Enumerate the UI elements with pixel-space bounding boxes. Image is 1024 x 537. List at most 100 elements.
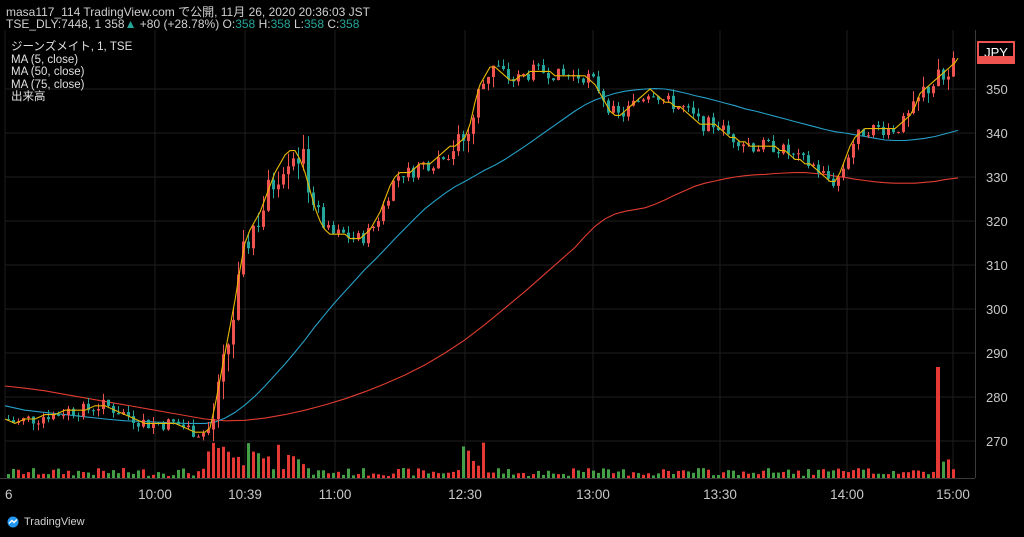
candle-body — [697, 113, 700, 117]
volume-bar — [207, 451, 210, 478]
volume-bar — [527, 475, 530, 478]
candle-body — [627, 105, 630, 117]
ma75-line — [4, 172, 959, 422]
candle-body — [397, 176, 400, 181]
volume-bar — [147, 475, 150, 478]
volume-bar — [677, 470, 680, 478]
candle-body — [497, 65, 500, 67]
legend-volume[interactable]: 出来高 — [11, 91, 46, 103]
candle-body — [652, 96, 655, 98]
price-tick-label: 300 — [986, 302, 1008, 317]
volume-bar — [107, 473, 110, 478]
candle-body — [392, 180, 395, 201]
candle-body — [742, 144, 745, 147]
candle-body — [57, 413, 60, 416]
h-label: H: — [258, 17, 271, 31]
volume-bar — [292, 456, 295, 478]
candle-body — [617, 105, 620, 113]
candle-body — [152, 422, 155, 429]
volume-bar — [462, 446, 465, 478]
candle-body — [872, 124, 875, 136]
volume-bar — [7, 474, 10, 478]
candle-body — [327, 225, 330, 228]
candle-body — [12, 420, 15, 423]
volume-bar — [557, 474, 560, 478]
candle-body — [892, 127, 895, 133]
volume-bar — [457, 470, 460, 478]
volume-bar — [532, 474, 535, 478]
candle-body — [847, 157, 850, 169]
volume-bar — [422, 470, 425, 478]
candle-body — [197, 436, 200, 438]
candle-body — [787, 144, 790, 154]
volume-bar — [137, 470, 140, 478]
volume-bar — [337, 471, 340, 478]
volume-bar — [622, 469, 625, 478]
candle-body — [837, 177, 840, 186]
volume-bar — [42, 473, 45, 478]
candle-body — [307, 148, 310, 193]
volume-bar — [777, 472, 780, 478]
volume-bar — [607, 469, 610, 478]
legend-symbol[interactable]: ジーンズメイト, 1, TSE — [11, 41, 133, 53]
volume-bar — [732, 470, 735, 478]
volume-bar — [637, 473, 640, 478]
volume-spike — [936, 367, 940, 478]
legend-ma75[interactable]: MA (75, close) — [11, 78, 85, 91]
time-axis[interactable]: 6 10:00 10:39 11:00 12:30 13:00 13:30 14:00 15:0… — [5, 487, 970, 502]
volume-bar — [902, 472, 905, 478]
candle-body — [907, 113, 910, 116]
candle-body — [247, 241, 250, 249]
price-tick-label: 350 — [986, 82, 1008, 97]
tradingview-logo[interactable]: TradingView — [6, 516, 85, 528]
volume-bar — [882, 474, 885, 478]
volume-bar — [252, 451, 255, 478]
volume-bar — [952, 469, 955, 478]
candle-body — [367, 228, 370, 244]
volume-bar — [267, 456, 270, 478]
candle-body — [717, 127, 720, 131]
candle-body — [552, 78, 555, 81]
candle-body — [527, 73, 530, 80]
volume-bar — [522, 472, 525, 478]
price-tick-label: 290 — [986, 346, 1008, 361]
volume-bar — [722, 472, 725, 478]
legend-ma5[interactable]: MA (5, close) — [11, 53, 79, 66]
candle-body — [562, 68, 565, 75]
candle-body — [842, 168, 845, 178]
volume-bar — [762, 470, 765, 478]
candle-body — [817, 164, 820, 173]
candle-body — [667, 95, 670, 100]
legend-ma50[interactable]: MA (50, close) — [11, 66, 85, 78]
candle-body — [47, 417, 50, 420]
volume-bar — [212, 442, 215, 478]
volume-bar — [687, 471, 690, 478]
candle-body — [537, 64, 540, 66]
volume-bar — [942, 461, 945, 478]
candle-body — [77, 415, 80, 417]
candle-body — [657, 96, 660, 100]
candle-body — [72, 408, 75, 416]
volume-bar — [717, 475, 720, 478]
volume-bar — [572, 468, 575, 478]
indicator-legend[interactable]: ジーンズメイト, 1, TSE MA (5, close) MA (50, cl… — [11, 41, 132, 104]
time-tick-label: 6 — [5, 487, 13, 502]
volume-bar — [867, 468, 870, 478]
candle-body — [277, 184, 280, 190]
price-axis[interactable]: 270 280 290 300 310 320 330 340 350 — [986, 82, 1008, 449]
volume-bar — [497, 468, 500, 478]
publish-title: masa117_114 TradingView.com で公開, 11月 26,… — [6, 5, 370, 19]
volume-bar — [727, 470, 730, 478]
candle-body — [802, 153, 805, 156]
candle-body — [447, 159, 450, 161]
price-tick-label: 330 — [986, 170, 1008, 185]
volume-bar — [652, 475, 655, 478]
volume-bar — [657, 473, 660, 478]
volume-bar — [582, 471, 585, 478]
volume-bar — [202, 468, 205, 478]
volume-bar — [197, 471, 200, 478]
volume-bar — [37, 474, 40, 478]
volume-bar — [242, 465, 245, 478]
